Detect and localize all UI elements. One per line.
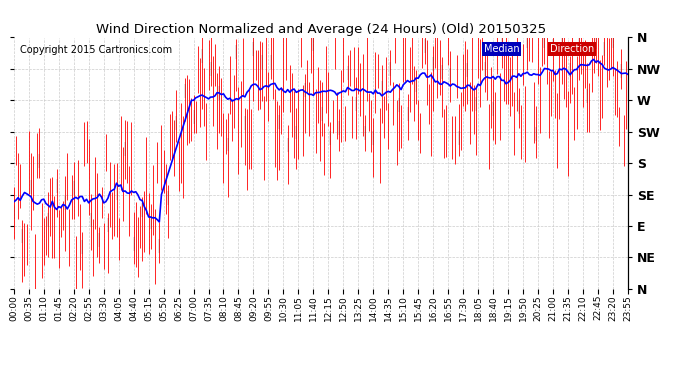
Title: Wind Direction Normalized and Average (24 Hours) (Old) 20150325: Wind Direction Normalized and Average (2… xyxy=(96,23,546,36)
Text: Median: Median xyxy=(484,44,519,54)
Text: Direction: Direction xyxy=(550,44,594,54)
Text: Copyright 2015 Cartronics.com: Copyright 2015 Cartronics.com xyxy=(20,45,172,55)
